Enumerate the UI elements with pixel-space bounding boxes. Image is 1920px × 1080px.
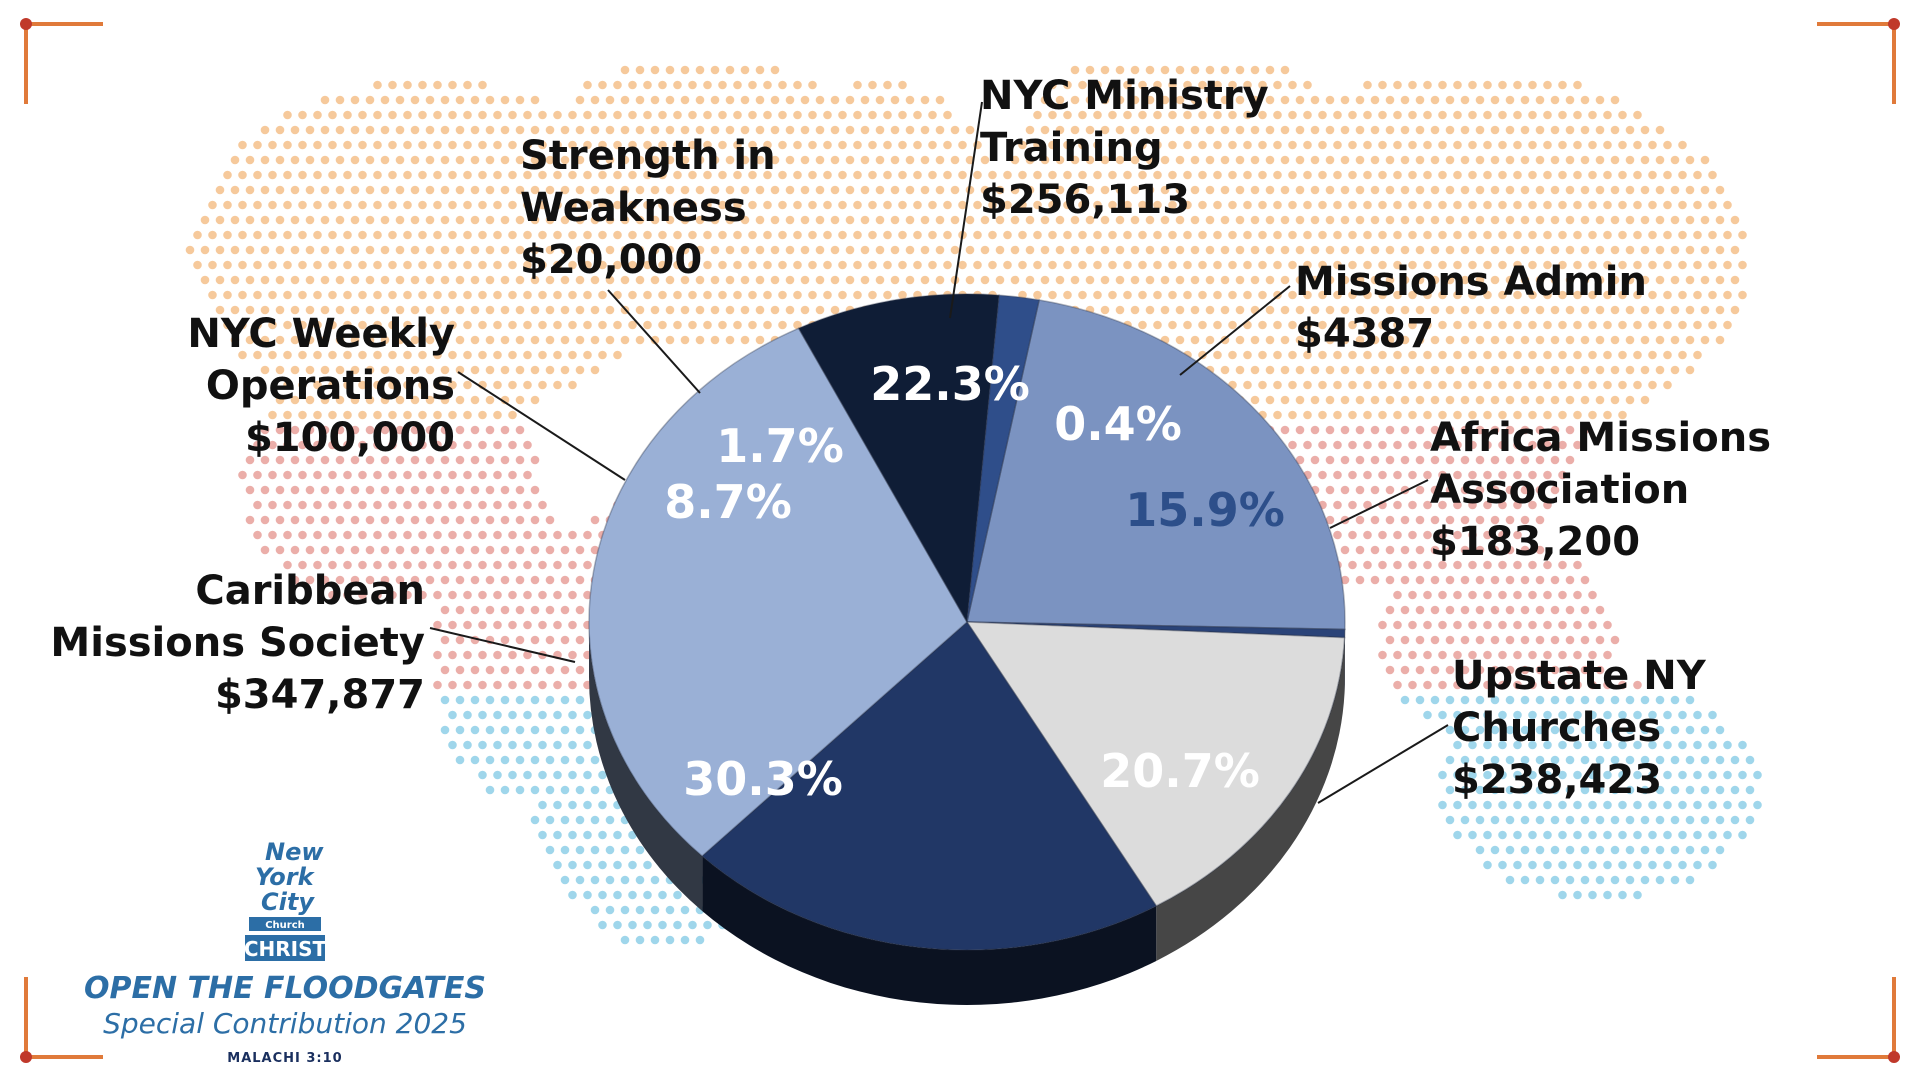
label-missions-admin: Missions Admin $4387 bbox=[1295, 256, 1647, 360]
label-line: Missions Society bbox=[50, 620, 425, 666]
pie-slice-1 bbox=[966, 621, 1346, 639]
leader-line bbox=[457, 371, 626, 481]
pct-label: 8.7% bbox=[664, 475, 792, 529]
pie-side-4 bbox=[589, 622, 703, 912]
amount: $4387 bbox=[1295, 311, 1435, 357]
label-line: Training bbox=[980, 125, 1163, 171]
label-strength-in-weakness: Strength in Weakness $20,000 bbox=[520, 130, 776, 286]
corner-top-left bbox=[20, 18, 103, 104]
label-line: Caribbean bbox=[195, 568, 425, 614]
corner-bottom-left bbox=[20, 977, 103, 1063]
leader-line bbox=[949, 101, 983, 319]
pct-label: 20.7% bbox=[1100, 744, 1260, 798]
label-line: Upstate NY bbox=[1452, 653, 1706, 699]
label-nyc-ministry-training: NYC Ministry Training $256,113 bbox=[980, 70, 1269, 226]
label-caribbean-missions: Caribbean Missions Society $347,877 bbox=[40, 565, 425, 721]
label-line: Africa Missions bbox=[1430, 415, 1772, 461]
amount: $183,200 bbox=[1430, 519, 1641, 565]
pct-label: 1.7% bbox=[716, 419, 844, 473]
label-line: Association bbox=[1430, 467, 1690, 513]
campaign-title: OPEN THE FLOODGATES bbox=[83, 971, 487, 1006]
branding-block: New York City Church CHRIST OPEN THE FLO… bbox=[60, 835, 510, 1066]
corner-bottom-right bbox=[1817, 977, 1900, 1063]
campaign-subtitle: Special Contribution 2025 bbox=[103, 1007, 467, 1040]
label-line: Missions Admin bbox=[1295, 259, 1647, 305]
label-line: Strength in bbox=[520, 133, 776, 179]
pie-side-2 bbox=[1156, 637, 1345, 961]
pie-slice-2 bbox=[965, 621, 1346, 907]
pie-slice-0 bbox=[966, 299, 1346, 631]
amount: $256,113 bbox=[980, 177, 1191, 223]
leader-line bbox=[607, 289, 701, 394]
label-africa-missions: Africa Missions Association $183,200 bbox=[1430, 412, 1771, 568]
logo-word: York bbox=[255, 863, 316, 891]
pct-label: 0.4% bbox=[1054, 397, 1182, 451]
amount: $238,423 bbox=[1452, 757, 1663, 803]
label-line: Churches bbox=[1452, 705, 1662, 751]
pie-side-3 bbox=[702, 856, 1157, 1005]
leader-line bbox=[1317, 724, 1449, 804]
label-line: Weakness bbox=[520, 185, 747, 231]
label-nyc-weekly-operations: NYC Weekly Operations $100,000 bbox=[110, 308, 455, 464]
pie-slice-5 bbox=[797, 293, 1000, 625]
label-upstate-ny: Upstate NY Churches $238,423 bbox=[1452, 650, 1706, 806]
label-line: NYC Ministry bbox=[980, 73, 1269, 119]
leader-line bbox=[1329, 479, 1429, 529]
pie-slice-4 bbox=[588, 327, 968, 858]
church-logo: New York City Church CHRIST bbox=[244, 838, 327, 961]
label-line: NYC Weekly bbox=[187, 311, 455, 357]
amount: $20,000 bbox=[520, 237, 703, 283]
pie-slice-6 bbox=[966, 294, 1041, 623]
pct-label: 30.3% bbox=[683, 752, 843, 806]
pct-label: 15.9% bbox=[1125, 483, 1285, 537]
pct-label: 22.3% bbox=[870, 357, 1030, 411]
amount: $347,877 bbox=[214, 672, 425, 718]
leader-line bbox=[429, 627, 576, 663]
logo-word: New bbox=[265, 838, 324, 866]
logo-word: City bbox=[261, 888, 315, 916]
pie-slice-3 bbox=[701, 620, 1158, 951]
logo-word: Church bbox=[265, 920, 305, 931]
label-line: Operations bbox=[205, 363, 455, 409]
logo-word: CHRIST bbox=[244, 937, 327, 961]
corner-top-right bbox=[1817, 18, 1900, 104]
leader-line bbox=[1179, 285, 1291, 376]
scripture-reference: MALACHI 3:10 bbox=[227, 1051, 343, 1066]
amount: $100,000 bbox=[244, 415, 455, 461]
